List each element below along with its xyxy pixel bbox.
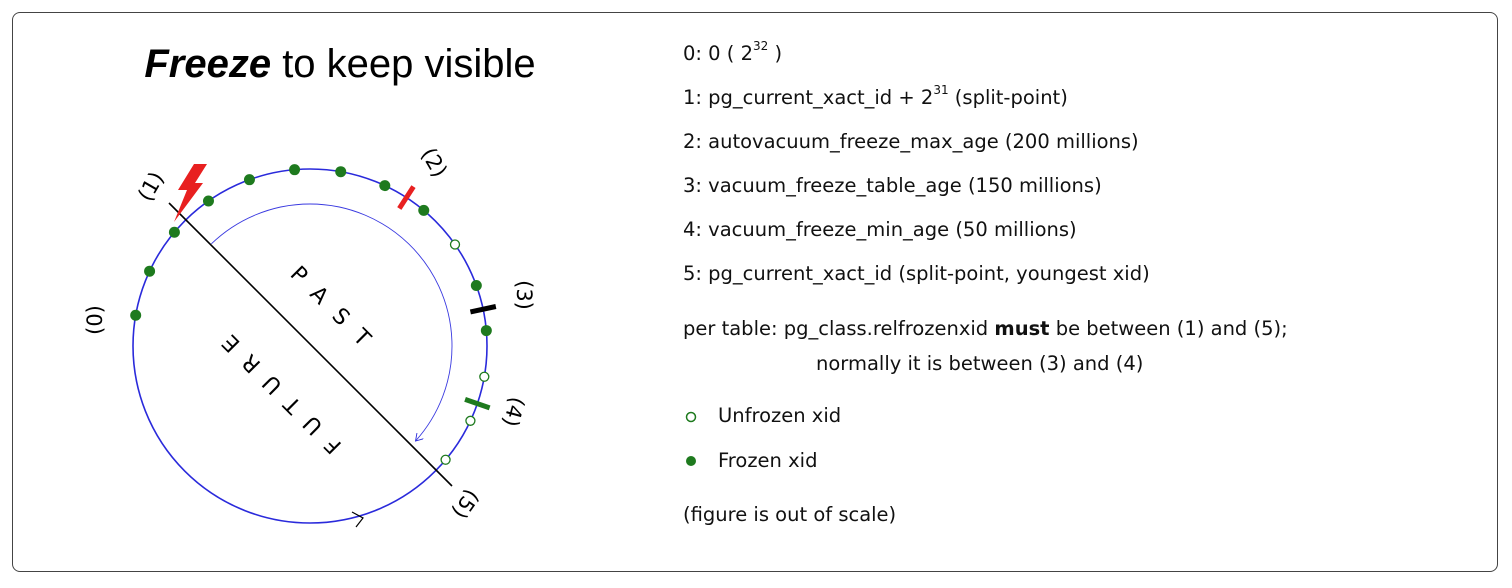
title-bold: Freeze <box>144 42 272 86</box>
marker-3 <box>469 304 497 315</box>
label-0: (0) <box>83 305 107 335</box>
frozen-xid-dot <box>144 265 156 277</box>
unfrozen-xid-icon <box>685 411 697 423</box>
split-line <box>168 202 453 487</box>
relfrozenxid-note-line2: normally it is between (3) and (4) <box>816 352 1144 375</box>
future-label: FUTURE <box>208 319 347 458</box>
frozen-xid-dot <box>243 174 255 186</box>
frozen-xid-dot <box>202 195 214 207</box>
lightning-icon <box>174 164 207 222</box>
legend-line-5: 5: pg_current_xact_id (split-point, youn… <box>683 262 1150 285</box>
past-label: PAST <box>285 262 386 363</box>
label-3: (3) <box>512 280 536 310</box>
frozen-xid-dot <box>418 204 430 216</box>
key-unfrozen: Unfrozen xid <box>718 404 842 427</box>
legend-line-2: 2: autovacuum_freeze_max_age (200 millio… <box>683 130 1139 153</box>
unfrozen-xid-dot <box>440 454 451 465</box>
frozen-xid-dot <box>379 180 391 192</box>
relfrozenxid-note: per table: pg_class.relfrozenxid must be… <box>683 317 1288 340</box>
title-rest: to keep visible <box>271 42 536 86</box>
figure-frame <box>12 12 1498 572</box>
unfrozen-xid-dot <box>449 239 461 250</box>
circle-direction-arrowhead <box>351 511 364 528</box>
frozen-xid-dot <box>470 279 482 291</box>
frozen-xid-dot <box>130 309 142 321</box>
past-direction-arrow <box>211 203 453 441</box>
marker-2 <box>397 185 416 210</box>
label-2: (2) <box>416 144 452 182</box>
figure-title: Freeze to keep visible <box>0 42 680 87</box>
xid-circle <box>132 168 488 524</box>
label-4: (4) <box>498 394 529 429</box>
legend-line-4: 4: vacuum_freeze_min_age (50 millions) <box>683 218 1077 241</box>
frozen-xid-dot <box>289 164 301 176</box>
legend-line-3: 3: vacuum_freeze_table_age (150 millions… <box>683 174 1102 197</box>
unfrozen-xid-dot <box>465 415 476 426</box>
label-5: (5) <box>447 485 484 523</box>
frozen-xid-dot <box>480 325 492 337</box>
key-frozen: Frozen xid <box>718 449 818 472</box>
footnote: (figure is out of scale) <box>683 503 897 526</box>
frozen-xid-dot <box>335 166 347 178</box>
frozen-xid-dot <box>168 226 180 238</box>
label-1: (1) <box>133 168 169 206</box>
legend-line-1: 1: pg_current_xact_id + 231 (split-point… <box>683 83 1068 109</box>
unfrozen-xid-dot <box>479 371 490 382</box>
marker-4 <box>464 397 491 411</box>
frozen-xid-icon <box>686 456 696 466</box>
legend-line-0: 0: 0 ( 232 ) <box>683 39 783 65</box>
xid-wraparound-diagram: (0) (1) (2) (3) (4) (5) PAST FUTURE <box>83 144 536 528</box>
